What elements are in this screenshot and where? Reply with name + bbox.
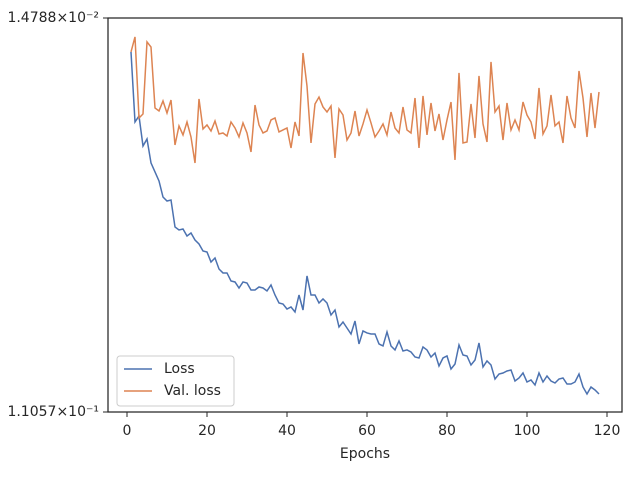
y-tick-label: 1.4788×10⁻² (7, 10, 99, 26)
line-series (130, 36, 600, 164)
legend-label: Val. loss (164, 383, 221, 399)
x-tick-label: 60 (358, 423, 376, 439)
x-tick-label: 40 (278, 423, 296, 439)
x-tick-label: 100 (514, 423, 541, 439)
x-tick-label: 120 (594, 423, 621, 439)
legend-label: Loss (164, 361, 195, 377)
x-tick-label: 20 (198, 423, 216, 439)
y-tick-label: 1.1057×10⁻¹ (7, 404, 99, 420)
plot-frame (107, 17, 623, 413)
x-tick-label: 80 (438, 423, 456, 439)
line-series (130, 51, 600, 396)
x-axis-label: Epochs (340, 446, 390, 462)
x-tick-label: 0 (123, 423, 132, 439)
legend: Loss Val. loss (116, 355, 235, 407)
